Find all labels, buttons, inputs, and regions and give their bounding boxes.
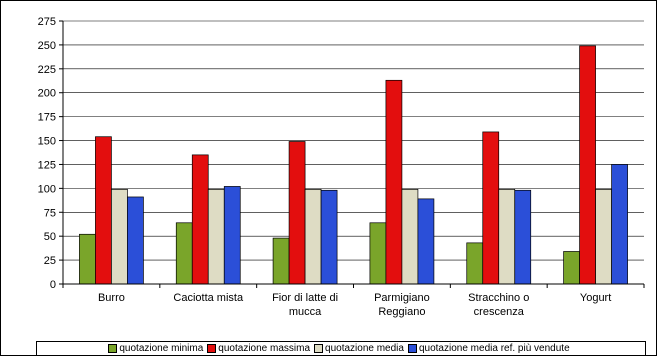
- bar: [272, 237, 290, 285]
- legend-swatch: [314, 344, 324, 353]
- x-tick-label: Fior di latte di: [272, 292, 338, 304]
- legend-item: quotazione media ref. più vendute: [407, 343, 570, 354]
- y-tick-label: 125: [38, 159, 56, 171]
- bar: [288, 141, 306, 285]
- x-tick-label: Burro: [98, 292, 125, 304]
- bar: [417, 198, 435, 285]
- bar: [482, 131, 500, 285]
- y-tick-label: 175: [38, 112, 56, 124]
- y-tick-label: 0: [50, 279, 56, 291]
- bar: [563, 251, 580, 285]
- bar: [191, 154, 209, 285]
- x-tick-label: Reggiano: [378, 306, 425, 318]
- bar: [207, 188, 225, 285]
- bar: [304, 188, 322, 285]
- y-tick-label: 100: [38, 183, 56, 195]
- bar: [111, 188, 128, 285]
- y-axis-ticks: 0 25 50 75 100 125 150 175 200 225 250 275: [38, 16, 63, 291]
- legend-item: quotazione minima: [108, 343, 203, 354]
- bar-chart: 0 25 50 75 100 125 150 175 200 225 250 275 Burro Cac…: [38, 16, 645, 318]
- legend: quotazione minima quotazione massima quota…: [36, 341, 646, 356]
- legend-swatch: [108, 344, 118, 353]
- y-tick-label: 275: [38, 16, 56, 28]
- y-tick-label: 25: [44, 255, 56, 267]
- legend-item: quotazione massima: [207, 343, 310, 354]
- bar: [514, 189, 532, 285]
- gridlines: [63, 20, 644, 261]
- legend-item: quotazione media: [314, 343, 404, 354]
- bar: [401, 188, 419, 285]
- y-tick-label: 50: [44, 231, 56, 243]
- bar: [79, 233, 96, 285]
- y-tick-label: 200: [38, 88, 56, 100]
- x-tick-label: Caciotta mista: [173, 292, 244, 304]
- x-tick-label: Parmigiano: [374, 292, 430, 304]
- legend-swatch: [407, 344, 417, 353]
- bars: [79, 45, 628, 285]
- bar: [95, 136, 112, 285]
- bar: [223, 186, 241, 285]
- bar: [385, 79, 403, 285]
- bar: [498, 188, 516, 285]
- bar: [320, 189, 338, 285]
- bar: [611, 164, 628, 285]
- legend-label: quotazione minima: [119, 343, 204, 354]
- bar: [466, 242, 484, 285]
- x-tick-label: mucca: [289, 306, 322, 318]
- legend-label: quotazione media ref. più vendute: [418, 343, 570, 354]
- legend-swatch: [207, 344, 217, 353]
- y-tick-label: 150: [38, 136, 56, 148]
- x-tick-label: Stracchino o: [468, 292, 529, 304]
- axes: [62, 21, 645, 288]
- x-tick-label: crescenza: [474, 306, 525, 318]
- y-tick-label: 250: [38, 40, 56, 52]
- y-tick-label: 75: [44, 207, 56, 219]
- y-tick-label: 225: [38, 64, 56, 76]
- legend-label: quotazione media: [325, 343, 404, 354]
- legend-label: quotazione massima: [218, 343, 311, 354]
- bar: [127, 196, 144, 285]
- x-axis-labels: Burro Caciotta mista Fior di latte di mucca…: [98, 292, 611, 318]
- x-tick-label: Yogurt: [580, 292, 611, 304]
- bar: [579, 45, 596, 285]
- bar: [175, 222, 193, 285]
- bar: [369, 222, 387, 285]
- bar: [595, 188, 612, 285]
